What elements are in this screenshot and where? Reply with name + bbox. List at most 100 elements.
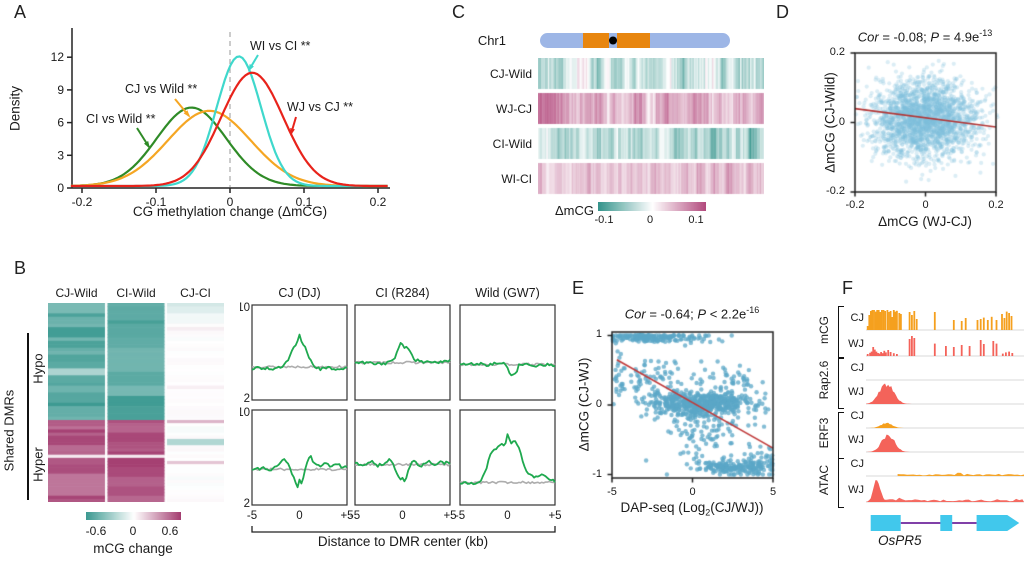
- signal-bar: [896, 310, 898, 330]
- signal-bar: [960, 345, 963, 356]
- colorbar-tick-label: -0.6: [85, 524, 107, 538]
- x-title-post: (CJ/WJ)): [710, 500, 764, 515]
- scatter-e-title: Cor = -0.64; P < 2.2e-16: [597, 305, 787, 321]
- y-tick-label: 12: [51, 50, 65, 64]
- lane-label: WJ: [848, 484, 864, 496]
- signal-peak: [866, 422, 1024, 428]
- signal-bar: [913, 311, 916, 330]
- signal-bar: [871, 310, 874, 330]
- colorbar-title: mCG change: [93, 541, 173, 556]
- signal-bar: [933, 343, 936, 356]
- signal-bar: [1003, 318, 1006, 330]
- gene-exon-1: [940, 515, 953, 531]
- lane-label: CJ: [850, 362, 864, 374]
- panel-label-c: C: [452, 2, 465, 22]
- metaplot-column-title: Wild (GW7): [475, 286, 540, 300]
- signal-bar: [887, 350, 890, 356]
- signal-line: [251, 455, 348, 489]
- track-group-bracket: [838, 458, 844, 508]
- y-tick-label: 2: [244, 393, 250, 405]
- p-label: P: [930, 29, 940, 45]
- signal-bar: [882, 310, 885, 330]
- signal-bar: [889, 352, 892, 356]
- pericentromere-band-right: [617, 33, 650, 48]
- cor-value: = -0.64;: [645, 306, 698, 322]
- scatter-e-x-tick: -5: [607, 486, 617, 498]
- x-title-pre: DAP-seq (Log: [620, 500, 706, 515]
- signal-noise: [870, 497, 1024, 502]
- x-tick-label: +5: [340, 510, 353, 522]
- density-curve-3: [70, 71, 388, 188]
- panel-label-b: B: [14, 258, 27, 278]
- control-line: [354, 462, 451, 467]
- scatter-e-x-tick: 5: [769, 486, 777, 498]
- signal-line: [459, 361, 556, 377]
- signal-noise: [897, 472, 1024, 476]
- dmr-heatmap-canvas: [48, 303, 224, 502]
- scatter-e-y-tick: 1: [595, 328, 602, 341]
- signal-bar: [883, 350, 886, 356]
- signal-bar: [898, 313, 901, 330]
- scatter-d-x-tick: -0.2: [845, 199, 865, 211]
- scatter-e-x-tick: 0: [689, 486, 696, 498]
- signal-bar: [873, 349, 876, 356]
- signal-bar: [896, 354, 898, 356]
- track-group-bracket: [838, 306, 844, 358]
- signal-bar: [908, 312, 911, 330]
- signal-bar: [876, 310, 879, 330]
- colorbar-tick-label: 0: [129, 524, 137, 538]
- signal-bar: [915, 319, 918, 330]
- signal-bar: [870, 311, 872, 330]
- metaplot-frame: [251, 409, 348, 506]
- metaplot-column-title: CJ (DJ): [278, 286, 320, 300]
- x-tick-label: 0: [504, 510, 510, 522]
- scatter-e-y-tick: -1: [592, 467, 602, 480]
- signal-bar: [1008, 351, 1010, 356]
- scatter-d-y-tick: 0.2: [829, 46, 845, 58]
- curve-annotation-2: WI vs CI **: [250, 39, 311, 53]
- signal-bar: [886, 310, 889, 330]
- signal-bar: [870, 351, 873, 356]
- signal-bar: [892, 310, 895, 330]
- signal-bar: [880, 352, 882, 356]
- metaplot-frame: [354, 304, 451, 401]
- x-tick-label: -5: [455, 510, 465, 522]
- signal-bar: [979, 319, 982, 330]
- signal-bar: [960, 321, 963, 330]
- x-tick-label: 0: [227, 195, 234, 209]
- cor-label: Cor: [857, 29, 879, 45]
- signal-line: [354, 342, 451, 366]
- row-group-label-hyper: Hyper: [30, 447, 46, 482]
- annotation-arrowhead: [247, 64, 254, 72]
- row-group-bracket: [27, 333, 29, 500]
- signal-bar: [881, 310, 883, 330]
- x-tick-label: -0.1: [146, 195, 167, 209]
- cor-value: = -0.08;: [878, 29, 931, 45]
- signal-bar: [908, 339, 911, 356]
- track-colorbar-tick-label: -0.1: [594, 214, 614, 226]
- signal-bar: [952, 320, 955, 330]
- scatter-d-canvas: [849, 47, 1002, 199]
- panel-label-d: D: [776, 2, 789, 22]
- signal-bar: [968, 346, 971, 356]
- x-tick-label: +5: [548, 510, 561, 522]
- signal-bar: [911, 315, 913, 330]
- x-tick-label: 0.2: [370, 195, 387, 209]
- lane-label: WJ: [848, 434, 864, 446]
- metaplot-x-axis-title: Distance to DMR center (kb): [317, 534, 489, 549]
- signal-bar: [866, 354, 869, 356]
- track-label-3: WI-CI: [501, 172, 532, 186]
- signal-line: [459, 433, 556, 486]
- track-group-bracket: [838, 358, 844, 409]
- scatter-d-x-title: ΔmCG (WJ-CJ): [878, 214, 972, 229]
- signal-bar: [868, 315, 871, 330]
- curve-annotation-1: CJ vs Wild **: [125, 82, 197, 96]
- signal-bar: [894, 311, 897, 330]
- x-tick-label: 0: [296, 510, 302, 522]
- signal-bar: [891, 317, 894, 330]
- signal-bar: [964, 318, 967, 330]
- control-line: [459, 480, 555, 485]
- panel-label-f: F: [842, 278, 853, 298]
- signal-bar: [945, 346, 947, 356]
